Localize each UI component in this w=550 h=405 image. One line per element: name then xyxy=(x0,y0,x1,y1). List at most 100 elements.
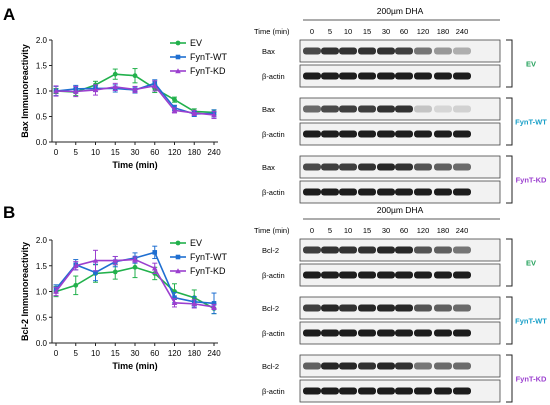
blot-row-label: β-actin xyxy=(262,329,285,338)
series-fynt-kd xyxy=(53,80,217,120)
blot-panel-b: 200µm DHA Time (min) 0 5 10 15 30 60 120 180 240 Bc… xyxy=(254,205,547,403)
blot-band xyxy=(339,188,357,196)
blot-band xyxy=(414,130,432,138)
blot-band xyxy=(339,163,357,171)
blot-row-actin: β-actin xyxy=(262,180,501,204)
blot-band xyxy=(321,130,339,138)
group-bracket xyxy=(506,354,513,403)
blot-band xyxy=(321,304,339,312)
blot-band xyxy=(358,304,376,312)
x-tick-label: 10 xyxy=(91,349,100,358)
blot-band xyxy=(395,163,413,171)
blot-row-actin: β-actin xyxy=(262,263,501,287)
blot-band xyxy=(303,105,321,113)
legend-fynt-kd: FynT-KD xyxy=(170,266,226,276)
blot-row-target: Bax xyxy=(262,97,501,121)
legend-ev: EV xyxy=(170,38,202,48)
data-point-triangle xyxy=(132,86,138,92)
blot-band xyxy=(339,271,357,279)
blot-band xyxy=(339,387,357,395)
blot-band xyxy=(339,362,357,370)
blot-group-label: FynT-KD xyxy=(516,176,547,185)
x-tick-label: 240 xyxy=(207,349,221,358)
blot-band xyxy=(303,246,321,254)
legend-fynt-wt: FynT-WT xyxy=(170,252,227,262)
legend-label: FynT-WT xyxy=(190,52,227,62)
blot-band xyxy=(395,130,413,138)
y-axis-title: Bcl-2 Immunoreactivity xyxy=(20,242,30,341)
blot-time-tick: 5 xyxy=(328,226,332,235)
blot-row-label: Bax xyxy=(262,163,275,172)
blot-row-label: β-actin xyxy=(262,72,285,81)
blot-band xyxy=(339,304,357,312)
blot-band xyxy=(434,362,452,370)
x-tick-label: 180 xyxy=(188,148,202,157)
data-point-triangle xyxy=(53,288,59,294)
blot-band xyxy=(303,304,321,312)
group-bracket xyxy=(506,97,513,146)
data-point-circle xyxy=(73,282,79,288)
blot-band xyxy=(303,47,321,55)
x-tick-label: 60 xyxy=(150,349,159,358)
blot-band xyxy=(303,387,321,395)
data-point-triangle xyxy=(132,256,138,262)
blot-time-tick: 0 xyxy=(310,27,314,36)
blot-band xyxy=(303,72,321,80)
data-point-triangle xyxy=(53,88,59,94)
western-blots: 200µm DHA Time (min) 0 5 10 15 30 60 120 180 240 Ba… xyxy=(254,6,547,403)
y-tick-label: 0.5 xyxy=(36,313,48,322)
blot-band xyxy=(434,105,452,113)
blot-row-label: β-actin xyxy=(262,271,285,280)
legend-fynt-wt: FynT-WT xyxy=(170,52,227,62)
data-point-triangle xyxy=(151,265,158,271)
blot-band xyxy=(358,362,376,370)
blot-time-tick: 120 xyxy=(417,226,430,235)
blot-band xyxy=(453,188,471,196)
x-tick-label: 120 xyxy=(168,349,182,358)
blot-band xyxy=(453,329,471,337)
blot-row-target: Bax xyxy=(262,39,501,63)
legend-marker xyxy=(175,268,181,274)
blot-band xyxy=(377,362,395,370)
y-tick-label: 2.0 xyxy=(36,236,48,245)
blot-band xyxy=(453,163,471,171)
blot-row-actin: β-actin xyxy=(262,379,501,403)
x-axis-title: Time (min) xyxy=(112,361,157,371)
x-tick-label: 15 xyxy=(111,148,120,157)
data-point-triangle xyxy=(112,257,119,263)
blot-band xyxy=(414,72,432,80)
blot-band xyxy=(303,163,321,171)
legend-label: FynT-KD xyxy=(190,266,226,276)
blot-band xyxy=(321,246,339,254)
blot-band xyxy=(377,329,395,337)
y-tick-label: 1.5 xyxy=(36,62,48,71)
blot-panel-a: 200µm DHA Time (min) 0 5 10 15 30 60 120 180 240 Ba… xyxy=(254,6,547,204)
blot-band xyxy=(395,304,413,312)
blot-band xyxy=(453,47,471,55)
data-point-square xyxy=(93,270,98,275)
blot-band xyxy=(434,47,452,55)
blot-band xyxy=(303,271,321,279)
blot-band xyxy=(321,163,339,171)
data-point-circle xyxy=(132,264,138,270)
data-point-triangle xyxy=(191,110,198,116)
data-point-triangle xyxy=(92,257,99,263)
legend-label: FynT-KD xyxy=(190,66,226,76)
blot-band xyxy=(303,362,321,370)
blot-band xyxy=(434,304,452,312)
blot-time-tick: 30 xyxy=(382,226,390,235)
legend-marker xyxy=(175,54,181,60)
blot-band xyxy=(358,72,376,80)
blot-band xyxy=(434,72,452,80)
group-bracket xyxy=(506,39,513,88)
blot-row-label: Bcl-2 xyxy=(262,246,279,255)
blot-time-tick: 60 xyxy=(400,27,408,36)
y-tick-label: 1.0 xyxy=(36,87,48,96)
blot-band xyxy=(434,130,452,138)
blot-band xyxy=(377,72,395,80)
x-tick-label: 60 xyxy=(150,148,159,157)
data-point-circle xyxy=(112,71,118,77)
data-point-triangle xyxy=(171,300,178,306)
blot-row-label: Bax xyxy=(262,105,275,114)
blot-time-tick: 60 xyxy=(400,226,408,235)
